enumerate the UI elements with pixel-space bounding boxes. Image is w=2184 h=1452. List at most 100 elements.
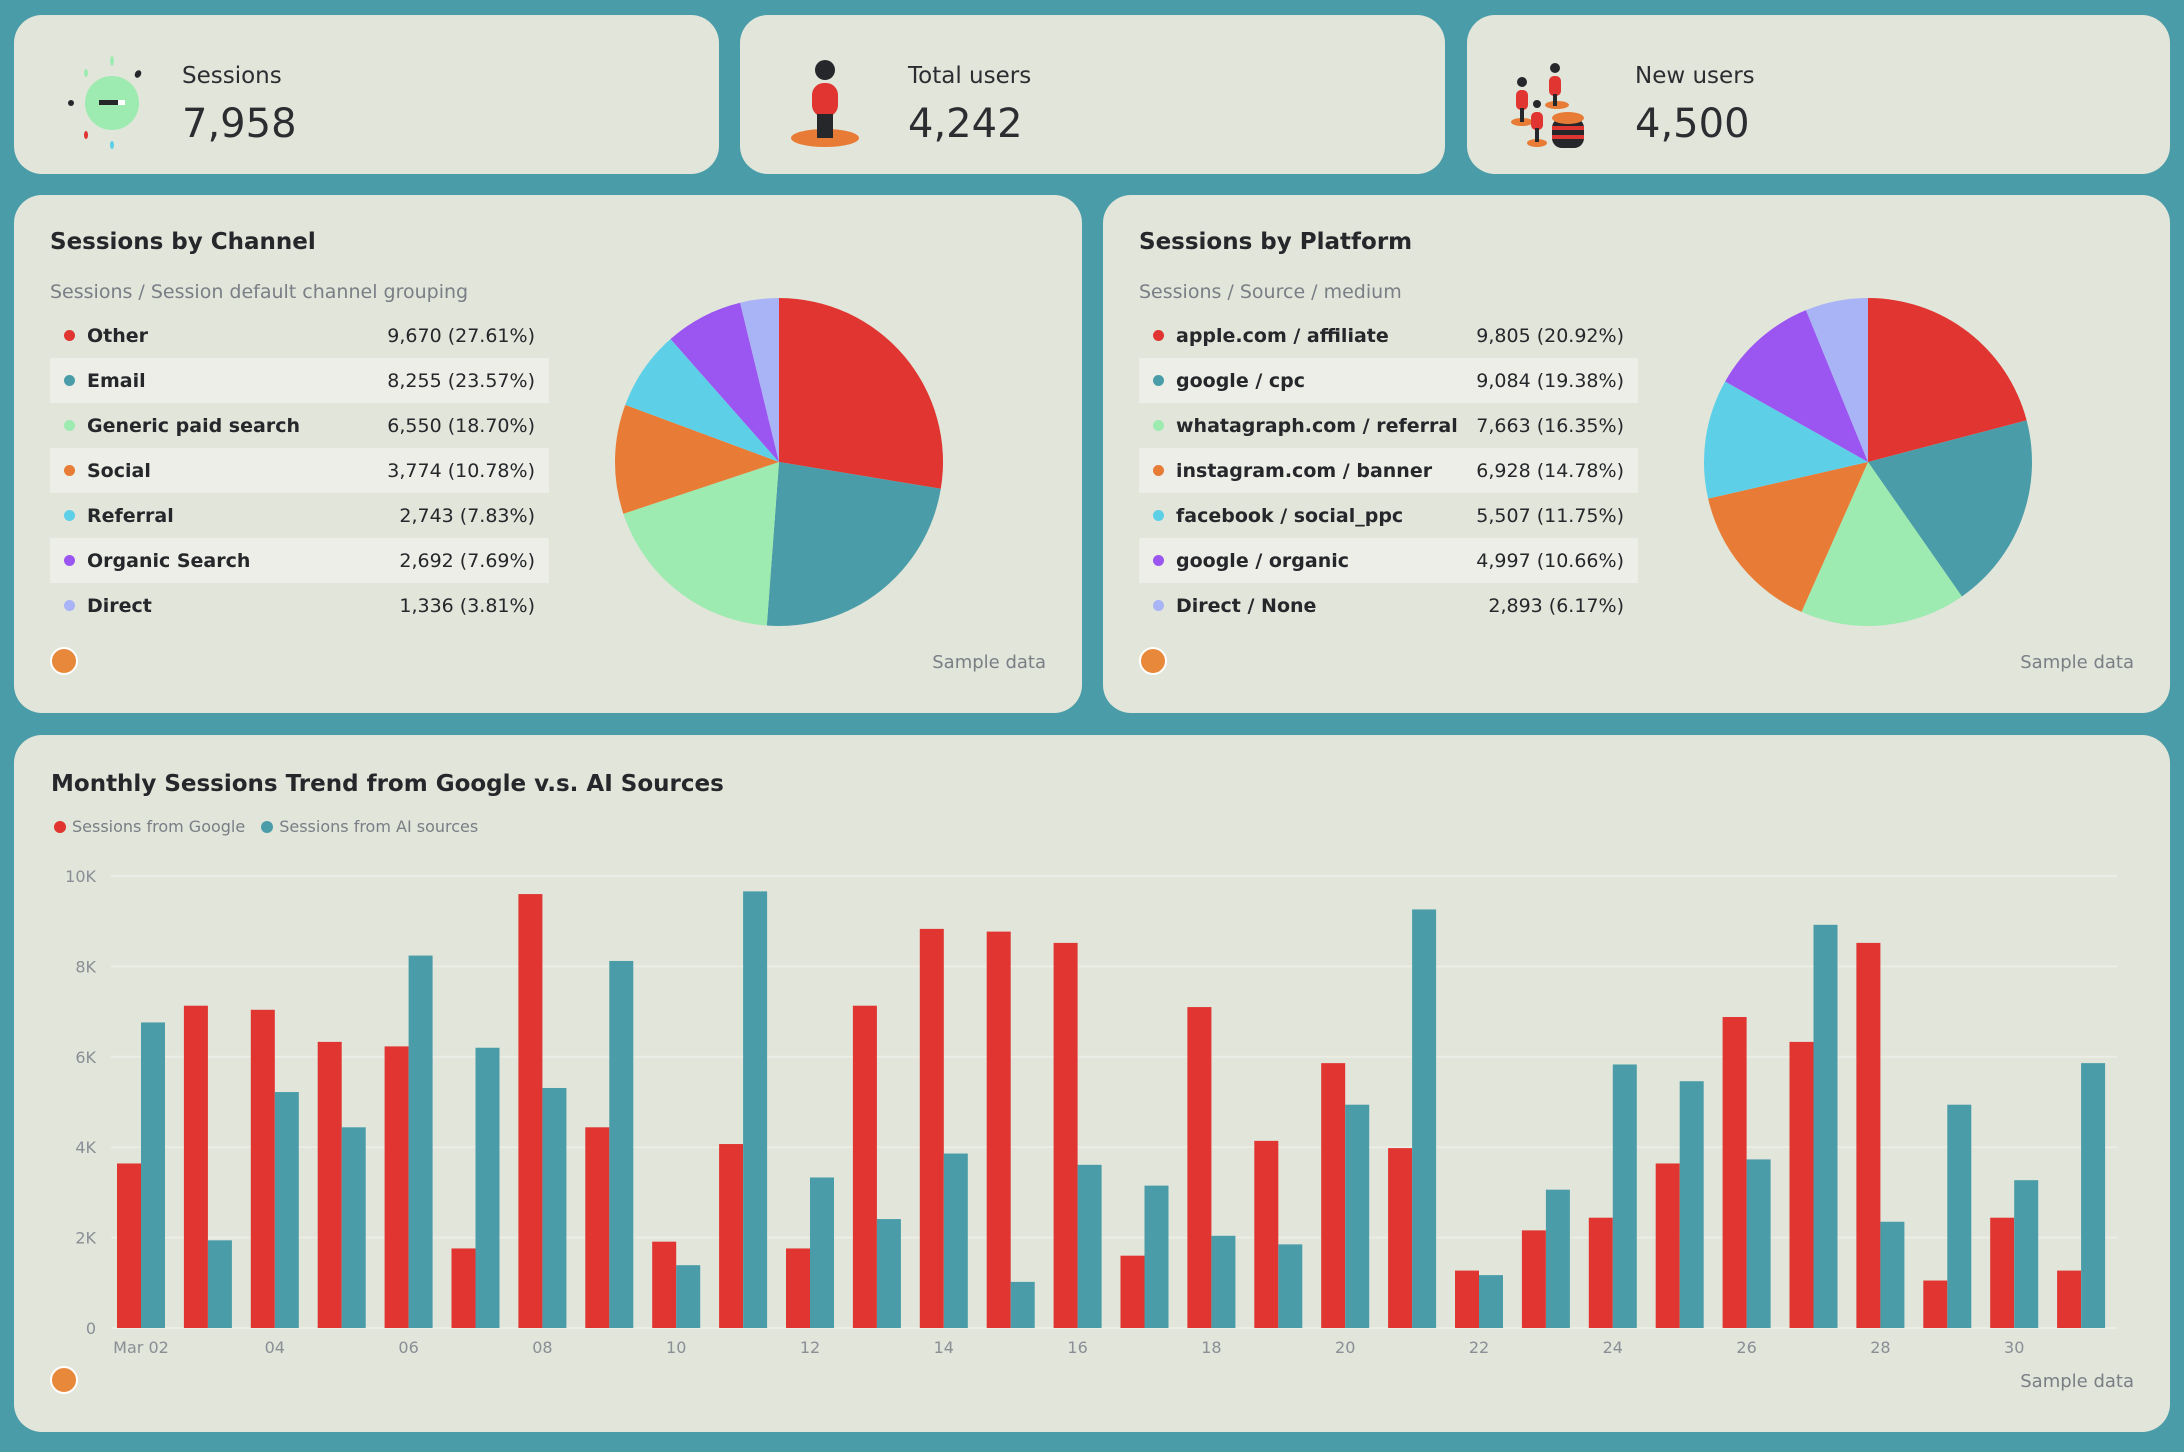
bar-ai[interactable] xyxy=(943,1153,968,1328)
bar-ai[interactable] xyxy=(743,891,768,1328)
bar-google[interactable] xyxy=(919,928,944,1328)
bar-google[interactable] xyxy=(2057,1270,2082,1328)
bar-ai[interactable] xyxy=(1211,1235,1236,1328)
bar-google[interactable] xyxy=(518,894,543,1328)
bar-ai[interactable] xyxy=(1412,909,1437,1328)
card-title: Sessions by Channel xyxy=(50,229,316,255)
pie-slice[interactable] xyxy=(1868,420,2032,597)
kpi-sessions: Sessions 7,958 xyxy=(14,15,719,174)
bar-google[interactable] xyxy=(1923,1280,1948,1328)
bar-google[interactable] xyxy=(1990,1217,2015,1328)
legend-item-ai[interactable]: Sessions from AI sources xyxy=(261,817,478,836)
legend-row[interactable]: Other 9,670 (27.61%) xyxy=(50,313,549,358)
bar-google[interactable] xyxy=(1120,1255,1145,1328)
bar-google[interactable] xyxy=(1254,1140,1279,1328)
legend-row[interactable]: whatagraph.com / referral 7,663 (16.35%) xyxy=(1139,403,1638,448)
bar-google[interactable] xyxy=(384,1046,409,1328)
bar-ai[interactable] xyxy=(1746,1159,1771,1328)
legend-label: instagram.com / banner xyxy=(1176,459,1433,482)
bar-ai[interactable] xyxy=(1479,1275,1503,1328)
legend-row[interactable]: instagram.com / banner 6,928 (14.78%) xyxy=(1139,448,1638,493)
pie-slice[interactable] xyxy=(623,462,779,626)
legend-dot xyxy=(1153,420,1164,431)
bar-ai[interactable] xyxy=(2081,1063,2106,1328)
legend-row[interactable]: Social 3,774 (10.78%) xyxy=(50,448,549,493)
legend-row[interactable]: apple.com / affiliate 9,805 (20.92%) xyxy=(1139,313,1638,358)
legend-item-google[interactable]: Sessions from Google xyxy=(54,817,245,836)
legend-row[interactable]: google / organic 4,997 (10.66%) xyxy=(1139,538,1638,583)
bar-ai[interactable] xyxy=(542,1087,567,1328)
bar-google[interactable] xyxy=(852,1005,877,1328)
legend-value: 8,255 (23.57%) xyxy=(387,369,535,392)
legend-row[interactable]: Email 8,255 (23.57%) xyxy=(50,358,549,403)
pie-slice[interactable] xyxy=(1801,462,1962,626)
bar-google[interactable] xyxy=(1588,1217,1613,1328)
bar-google[interactable] xyxy=(786,1248,810,1328)
pie-slice[interactable] xyxy=(740,298,779,462)
pie-slice[interactable] xyxy=(779,298,943,489)
legend-row[interactable]: Organic Search 2,692 (7.69%) xyxy=(50,538,549,583)
pie-slice[interactable] xyxy=(1708,462,1868,612)
bar-google[interactable] xyxy=(250,1009,275,1328)
bar-ai[interactable] xyxy=(810,1177,834,1328)
bar-google[interactable] xyxy=(1053,942,1078,1328)
x-tick-label: 18 xyxy=(1201,1338,1221,1357)
pie-slice[interactable] xyxy=(615,404,779,514)
bar-google[interactable] xyxy=(1722,1017,1747,1328)
pie-slice[interactable] xyxy=(1725,310,1868,462)
bar-google[interactable] xyxy=(117,1163,141,1328)
bar-google[interactable] xyxy=(1521,1230,1546,1328)
bar-google[interactable] xyxy=(652,1241,677,1328)
bar-google[interactable] xyxy=(585,1127,610,1328)
bar-ai[interactable] xyxy=(676,1265,701,1328)
bar-ai[interactable] xyxy=(1880,1221,1905,1328)
platform-legend-list: apple.com / affiliate 9,805 (20.92%) googl… xyxy=(1139,313,1638,628)
chart-logo-icon xyxy=(50,647,78,675)
bar-ai[interactable] xyxy=(274,1092,299,1328)
bar-ai[interactable] xyxy=(475,1047,500,1328)
bar-google[interactable] xyxy=(1856,942,1881,1328)
legend-row[interactable]: facebook / social_ppc 5,507 (11.75%) xyxy=(1139,493,1638,538)
bar-ai[interactable] xyxy=(876,1219,901,1328)
bar-ai[interactable] xyxy=(1813,924,1838,1328)
legend-row[interactable]: Direct / None 2,893 (6.17%) xyxy=(1139,583,1638,628)
bar-google[interactable] xyxy=(1455,1270,1479,1328)
bar-ai[interactable] xyxy=(341,1127,366,1328)
bar-ai[interactable] xyxy=(1010,1281,1035,1328)
bar-google[interactable] xyxy=(183,1005,208,1328)
bar-ai[interactable] xyxy=(1947,1104,1972,1328)
bar-google[interactable] xyxy=(317,1041,342,1328)
bar-google[interactable] xyxy=(1187,1007,1212,1328)
bar-ai[interactable] xyxy=(1278,1244,1303,1328)
legend-row[interactable]: google / cpc 9,084 (19.38%) xyxy=(1139,358,1638,403)
pie-slice[interactable] xyxy=(1868,298,2027,462)
bar-ai[interactable] xyxy=(1345,1104,1370,1328)
bar-ai[interactable] xyxy=(609,960,634,1328)
bar-ai[interactable] xyxy=(207,1240,232,1328)
bar-ai[interactable] xyxy=(408,955,433,1328)
bar-google[interactable] xyxy=(986,931,1011,1328)
bar-google[interactable] xyxy=(1388,1148,1413,1328)
legend-row[interactable]: Generic paid search 6,550 (18.70%) xyxy=(50,403,549,448)
bar-google[interactable] xyxy=(1321,1063,1346,1328)
bar-ai[interactable] xyxy=(2014,1180,2039,1328)
bar-google[interactable] xyxy=(1655,1163,1680,1328)
pie-slice[interactable] xyxy=(1805,298,1868,462)
pie-slice[interactable] xyxy=(670,302,779,462)
pie-slice[interactable] xyxy=(1704,381,1868,499)
legend-row[interactable]: Direct 1,336 (3.81%) xyxy=(50,583,549,628)
bar-google[interactable] xyxy=(1789,1041,1814,1328)
legend-row[interactable]: Referral 2,743 (7.83%) xyxy=(50,493,549,538)
legend-value: 5,507 (11.75%) xyxy=(1476,504,1624,527)
bar-ai[interactable] xyxy=(1545,1189,1570,1328)
pie-slice[interactable] xyxy=(625,338,779,462)
bar-google[interactable] xyxy=(451,1248,476,1328)
bar-ai[interactable] xyxy=(141,1022,165,1328)
bar-ai[interactable] xyxy=(1144,1185,1169,1328)
legend-dot xyxy=(1153,600,1164,611)
bar-ai[interactable] xyxy=(1679,1081,1704,1328)
bar-google[interactable] xyxy=(719,1144,744,1328)
bar-ai[interactable] xyxy=(1612,1064,1637,1328)
pie-slice[interactable] xyxy=(766,462,941,626)
bar-ai[interactable] xyxy=(1077,1164,1102,1328)
